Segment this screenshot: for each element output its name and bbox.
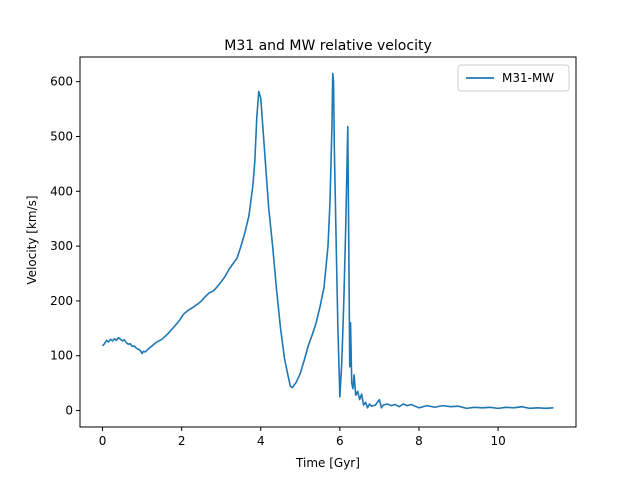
x-tick-label: 2 (178, 434, 186, 448)
series-line-0 (101, 72, 554, 410)
y-axis-label: Velocity [km/s] (25, 195, 39, 284)
chart-title: M31 and MW relative velocity (224, 38, 431, 54)
y-tick-label: 500 (50, 129, 73, 143)
x-tick-label: 10 (490, 434, 505, 448)
y-tick-label: 300 (50, 239, 73, 253)
legend: M31-MW (457, 64, 570, 92)
x-axis: 0 2 4 6 8 10 (99, 427, 506, 448)
y-tick-label: 100 (50, 349, 73, 363)
x-tick-label: 0 (99, 434, 107, 448)
y-tick-label: 600 (50, 75, 73, 89)
legend-box (457, 64, 570, 92)
y-axis: 0 100 200 300 400 500 600 (50, 75, 80, 418)
y-tick-label: 400 (50, 184, 73, 198)
plot-frame (79, 56, 577, 428)
y-tick-label: 200 (50, 294, 73, 308)
plot-area (79, 56, 577, 428)
legend-label: M31-MW (502, 71, 554, 85)
x-axis-label: Time [Gyr] (295, 456, 360, 470)
y-tick-label: 0 (65, 404, 73, 418)
x-tick-label: 8 (415, 434, 423, 448)
x-tick-label: 4 (257, 434, 265, 448)
x-tick-label: 6 (336, 434, 344, 448)
